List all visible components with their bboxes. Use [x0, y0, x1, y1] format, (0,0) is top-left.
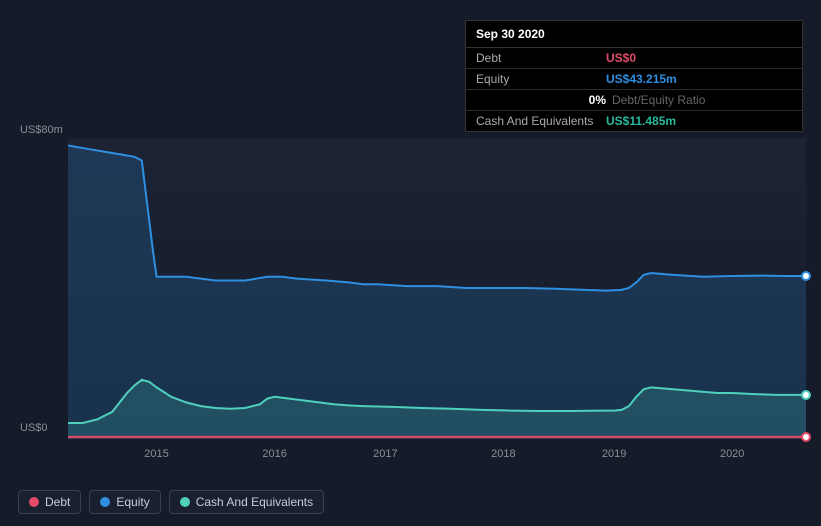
legend-dot-icon: [180, 497, 190, 507]
tooltip-label: Debt: [476, 51, 606, 65]
tooltip-value-debt: US$0: [606, 51, 636, 65]
tooltip-label: Equity: [476, 72, 606, 86]
tooltip-label: Cash And Equivalents: [476, 114, 606, 128]
chart-svg[interactable]: [68, 138, 806, 438]
tooltip-date: Sep 30 2020: [466, 21, 802, 48]
tooltip-row-equity: Equity US$43.215m: [466, 69, 802, 90]
plot-bottom-border: [68, 438, 806, 439]
tooltip-ratio-label: Debt/Equity Ratio: [612, 93, 705, 107]
legend-label: Debt: [45, 495, 70, 509]
chart-tooltip: Sep 30 2020 Debt US$0 Equity US$43.215m …: [465, 20, 803, 132]
x-axis-tick: 2020: [720, 448, 744, 460]
x-axis-tick: 2018: [491, 448, 515, 460]
x-axis-tick: 2016: [262, 448, 286, 460]
tooltip-row-cash: Cash And Equivalents US$11.485m: [466, 111, 802, 131]
legend-dot-icon: [100, 497, 110, 507]
tooltip-value-equity: US$43.215m: [606, 72, 677, 86]
y-axis-max-label: US$80m: [20, 124, 63, 136]
x-axis-tick: 2015: [144, 448, 168, 460]
tooltip-row-debt: Debt US$0: [466, 48, 802, 69]
y-axis-min-label: US$0: [20, 422, 48, 434]
chart-legend: Debt Equity Cash And Equivalents: [18, 490, 324, 514]
legend-label: Cash And Equivalents: [196, 495, 313, 509]
legend-item-cash[interactable]: Cash And Equivalents: [169, 490, 324, 514]
x-axis-tick: 2019: [602, 448, 626, 460]
chart-area: US$80m US$0 2015 2016 2017 2018 2019 2020: [18, 120, 806, 470]
legend-label: Equity: [116, 495, 149, 509]
end-marker-cash: [801, 390, 811, 400]
legend-dot-icon: [29, 497, 39, 507]
tooltip-ratio-value: 0%: [476, 93, 606, 107]
x-axis-tick: 2017: [373, 448, 397, 460]
end-marker-equity: [801, 271, 811, 281]
legend-item-equity[interactable]: Equity: [89, 490, 160, 514]
tooltip-row-ratio: 0% Debt/Equity Ratio: [466, 90, 802, 111]
legend-item-debt[interactable]: Debt: [18, 490, 81, 514]
tooltip-value-cash: US$11.485m: [606, 114, 676, 128]
end-marker-debt: [801, 432, 811, 442]
